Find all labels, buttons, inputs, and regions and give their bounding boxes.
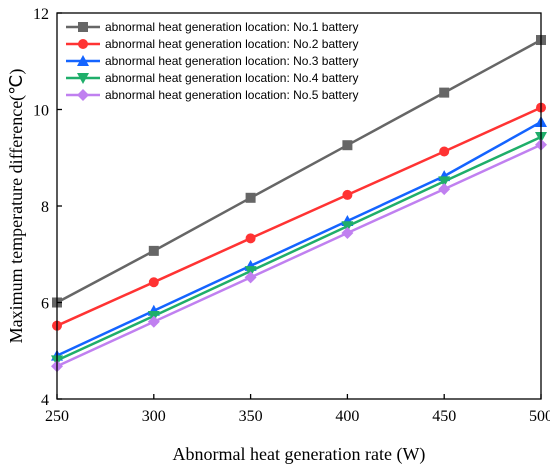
x-tick-label-500: 500 <box>529 408 550 425</box>
legend-label-3: abnormal heat generation location: No.3 … <box>105 54 359 68</box>
data-point-2-3 <box>245 233 256 244</box>
legend-label-1: abnormal heat generation location: No.1 … <box>105 20 359 34</box>
data-point-2-4 <box>342 189 353 200</box>
data-point-5-3 <box>244 271 257 284</box>
y-axis-title: Maximum temperature difference(℃) <box>6 69 27 344</box>
data-point-4-5 <box>438 176 451 188</box>
data-point-1-4 <box>342 140 353 151</box>
y-tick-label-12: 12 <box>33 6 49 23</box>
x-tick-label-350: 350 <box>239 408 263 425</box>
axes: 250 300 350 400 450 500 4 6 8 10 12 <box>33 6 550 425</box>
data-point-5-4 <box>341 227 354 240</box>
legend-label-4: abnormal heat generation location: No.4 … <box>105 71 359 85</box>
legend-label-2: abnormal heat generation location: No.2 … <box>105 37 359 51</box>
data-point-1-3 <box>245 192 256 203</box>
data-point-2-5 <box>439 146 450 157</box>
plot-area <box>51 35 547 373</box>
x-tick-label-450: 450 <box>432 408 456 425</box>
series-line-3 <box>56 120 542 357</box>
legend-marker-1 <box>78 22 88 32</box>
x-tick-label-400: 400 <box>335 408 359 425</box>
data-point-1-5 <box>439 87 450 98</box>
x-tick-label-300: 300 <box>142 408 166 425</box>
data-point-4-4 <box>341 221 354 233</box>
series-line-4 <box>56 135 542 362</box>
series-line-5 <box>56 143 542 368</box>
y-tick-label-4: 4 <box>41 392 49 409</box>
legend-label-5: abnormal heat generation location: No.5 … <box>105 88 359 102</box>
legend-marker-5 <box>77 89 89 101</box>
y-tick-label-8: 8 <box>41 199 49 216</box>
y-tick-label-6: 6 <box>41 296 49 313</box>
x-tick-label-250: 250 <box>45 408 69 425</box>
series-line-2 <box>56 106 542 327</box>
y-tick-label-10: 10 <box>33 103 49 120</box>
data-point-5-5 <box>438 183 451 196</box>
data-point-5-2 <box>147 315 160 328</box>
legend-marker-3 <box>77 55 89 66</box>
x-axis-title: Abnormal heat generation rate (W) <box>173 444 426 465</box>
data-point-1-2 <box>148 245 159 256</box>
legend: abnormal heat generation location: No.1 … <box>66 20 359 102</box>
data-point-2-2 <box>148 277 159 288</box>
legend-marker-2 <box>78 39 88 49</box>
series-line-1 <box>56 38 542 304</box>
legend-marker-4 <box>77 73 89 84</box>
